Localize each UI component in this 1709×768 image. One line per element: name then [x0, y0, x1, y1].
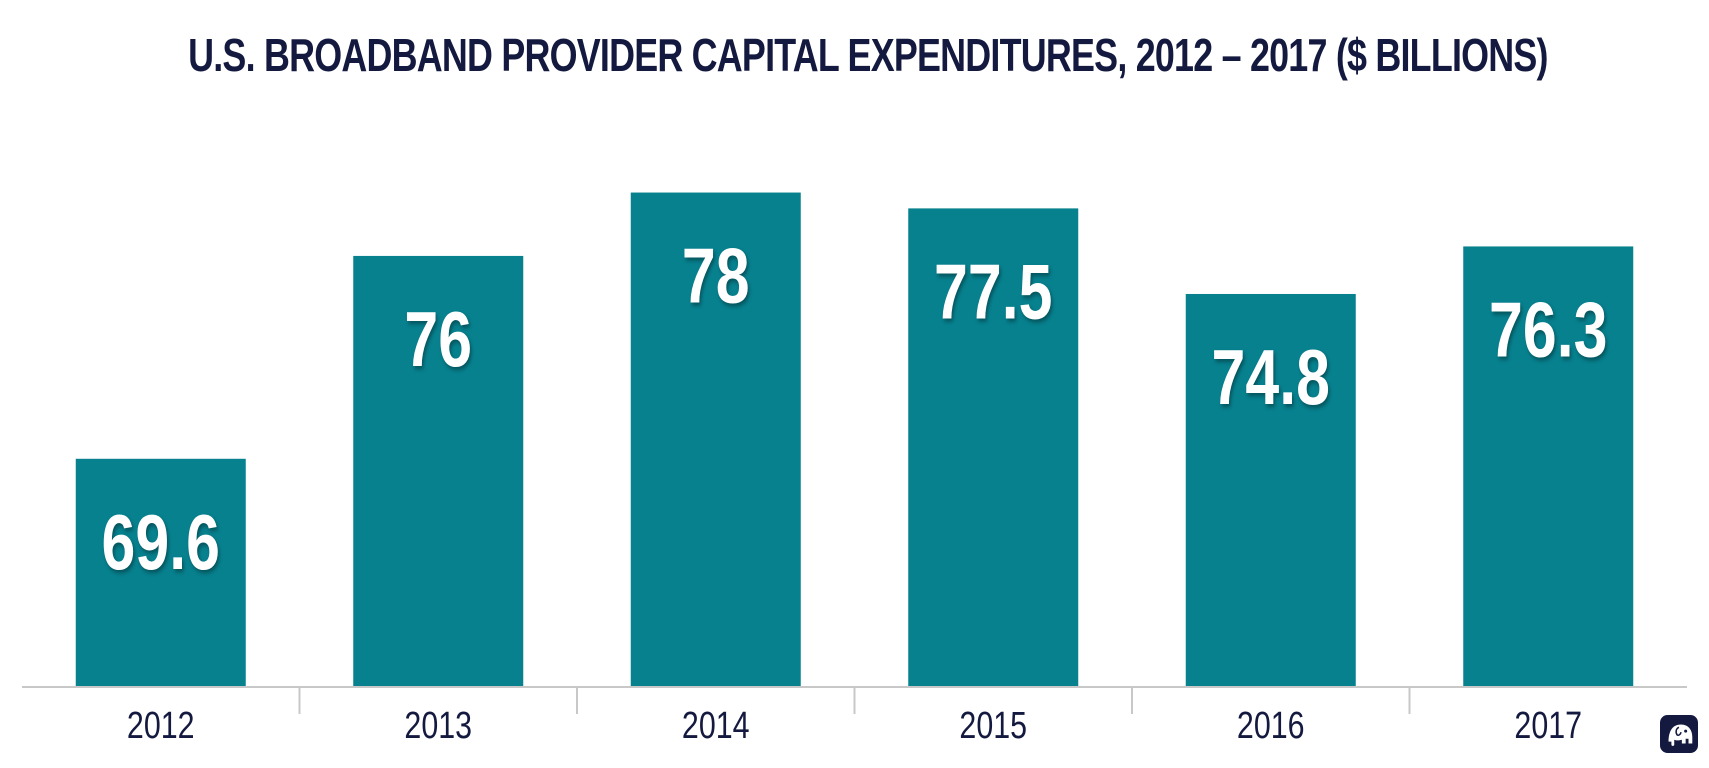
bar-2012: [75, 458, 246, 687]
value-label-2013: 76: [404, 296, 472, 383]
bar-2016: [1185, 293, 1356, 687]
bar-2014: [630, 192, 801, 687]
tick-label-2012: 2012: [127, 705, 195, 747]
tick-label-2015: 2015: [959, 705, 1027, 747]
value-labels-group: 69.6 76 78 77.5 74.8 76.3: [102, 232, 1608, 585]
tick-label-2014: 2014: [682, 705, 750, 747]
value-label-2012: 69.6: [102, 499, 220, 586]
elephant-icon: [1660, 715, 1698, 753]
tick-label-2016: 2016: [1237, 705, 1305, 747]
bar-2013: [353, 255, 524, 687]
bar-2017: [1463, 246, 1634, 688]
tick-label-2017: 2017: [1514, 705, 1582, 747]
tick-labels-group: 2012 2013 2014 2015 2016 2017: [127, 705, 1582, 747]
chart-title: U.S. BROADBAND PROVIDER CAPITAL EXPENDIT…: [188, 29, 1548, 81]
tick-label-2013: 2013: [404, 705, 472, 747]
bar-2015: [908, 208, 1079, 687]
value-label-2015: 77.5: [934, 248, 1052, 335]
value-label-2016: 74.8: [1212, 334, 1330, 421]
bars-group: [75, 192, 1634, 688]
x-axis: [22, 686, 1687, 714]
value-label-2017: 76.3: [1489, 286, 1607, 373]
value-label-2014: 78: [682, 232, 750, 319]
